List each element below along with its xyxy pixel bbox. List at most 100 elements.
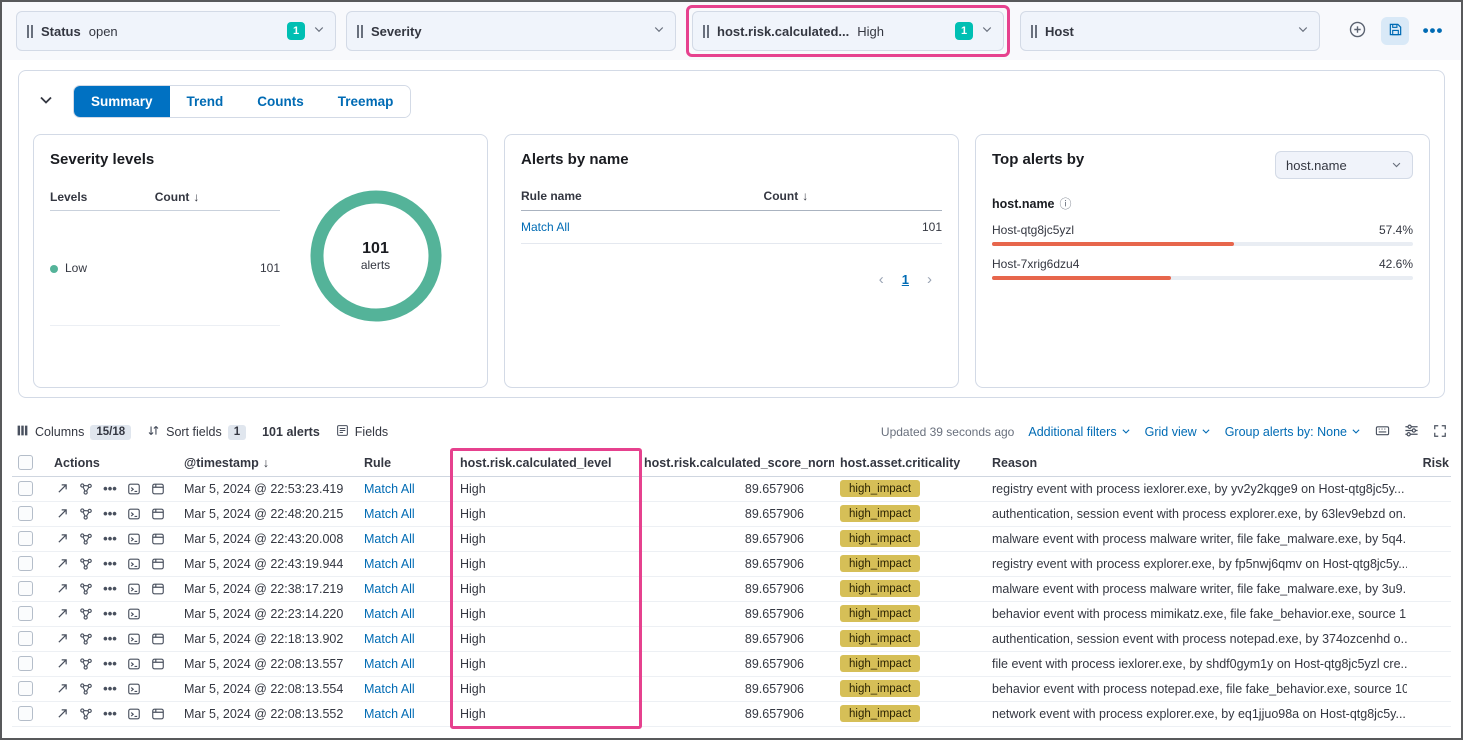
- expand-alert-icon[interactable]: [54, 656, 70, 672]
- session-view-icon[interactable]: [126, 706, 142, 722]
- analyze-graph-icon[interactable]: [78, 556, 94, 572]
- analyze-graph-icon[interactable]: [78, 531, 94, 547]
- tab-trend[interactable]: Trend: [169, 86, 241, 117]
- collapse-charts-button[interactable]: [33, 89, 59, 115]
- analyzer-icon[interactable]: [150, 581, 166, 597]
- filter-host[interactable]: Host: [1020, 11, 1320, 51]
- analyze-graph-icon[interactable]: [78, 631, 94, 647]
- page-number-button[interactable]: 1: [901, 272, 909, 287]
- column-header-risk[interactable]: Risk: [1407, 450, 1451, 477]
- analyzer-icon[interactable]: [150, 531, 166, 547]
- session-view-icon[interactable]: [126, 656, 142, 672]
- session-view-icon[interactable]: [126, 681, 142, 697]
- save-query-button[interactable]: [1381, 17, 1409, 45]
- session-view-icon[interactable]: [126, 481, 142, 497]
- analyzer-icon[interactable]: [150, 556, 166, 572]
- query-menu-button[interactable]: •••: [1419, 17, 1447, 45]
- rule-link[interactable]: Match All: [364, 556, 415, 571]
- row-checkbox[interactable]: [18, 631, 33, 647]
- additional-filters-button[interactable]: Additional filters: [1028, 425, 1130, 439]
- row-checkbox[interactable]: [18, 706, 33, 722]
- group-alerts-button[interactable]: Group alerts by: None: [1225, 425, 1361, 439]
- rule-link[interactable]: Match All: [364, 581, 415, 596]
- expand-alert-icon[interactable]: [54, 706, 70, 722]
- rule-link[interactable]: Match All: [364, 631, 415, 646]
- stack-by-select[interactable]: host.name: [1275, 151, 1413, 179]
- more-actions-icon[interactable]: •••: [103, 706, 117, 721]
- add-filter-button[interactable]: [1343, 17, 1371, 45]
- more-actions-icon[interactable]: •••: [103, 506, 117, 521]
- filter-status[interactable]: Status open 1: [16, 11, 336, 51]
- analyze-graph-icon[interactable]: [78, 681, 94, 697]
- session-view-icon[interactable]: [126, 506, 142, 522]
- filter-host-risk-level[interactable]: host.risk.calculated... High 1: [692, 11, 1004, 51]
- rule-link[interactable]: Match All: [364, 656, 415, 671]
- more-actions-icon[interactable]: •••: [103, 681, 117, 696]
- expand-alert-icon[interactable]: [54, 681, 70, 697]
- analyze-graph-icon[interactable]: [78, 581, 94, 597]
- rule-name-link[interactable]: Match All: [521, 220, 570, 234]
- row-checkbox[interactable]: [18, 681, 33, 697]
- expand-alert-icon[interactable]: [54, 531, 70, 547]
- tab-counts[interactable]: Counts: [240, 86, 321, 117]
- row-checkbox[interactable]: [18, 556, 33, 572]
- rule-link[interactable]: Match All: [364, 481, 415, 496]
- analyze-graph-icon[interactable]: [78, 506, 94, 522]
- row-checkbox[interactable]: [18, 606, 33, 622]
- rule-link[interactable]: Match All: [364, 681, 415, 696]
- info-icon[interactable]: ⓘ: [1059, 197, 1072, 211]
- expand-alert-icon[interactable]: [54, 556, 70, 572]
- rule-link[interactable]: Match All: [364, 706, 415, 721]
- more-actions-icon[interactable]: •••: [103, 581, 117, 596]
- tab-summary[interactable]: Summary: [74, 86, 170, 117]
- analyzer-icon[interactable]: [150, 706, 166, 722]
- column-header-count[interactable]: Count ↓: [763, 182, 942, 211]
- expand-alert-icon[interactable]: [54, 506, 70, 522]
- session-view-icon[interactable]: [126, 531, 142, 547]
- analyze-graph-icon[interactable]: [78, 706, 94, 722]
- more-actions-icon[interactable]: •••: [103, 631, 117, 646]
- keyboard-shortcuts-button[interactable]: [1375, 423, 1390, 441]
- expand-alert-icon[interactable]: [54, 631, 70, 647]
- select-all-checkbox[interactable]: [18, 455, 33, 471]
- fields-button[interactable]: Fields: [336, 424, 388, 440]
- row-checkbox[interactable]: [18, 531, 33, 547]
- analyzer-icon[interactable]: [150, 481, 166, 497]
- analyzer-icon[interactable]: [150, 506, 166, 522]
- row-checkbox[interactable]: [18, 656, 33, 672]
- sort-fields-button[interactable]: Sort fields 1: [147, 424, 247, 440]
- expand-alert-icon[interactable]: [54, 581, 70, 597]
- row-checkbox[interactable]: [18, 581, 33, 597]
- more-actions-icon[interactable]: •••: [103, 481, 117, 496]
- analyze-graph-icon[interactable]: [78, 606, 94, 622]
- analyzer-icon[interactable]: [150, 631, 166, 647]
- row-checkbox[interactable]: [18, 481, 33, 497]
- grid-view-button[interactable]: Grid view: [1145, 425, 1211, 439]
- filter-severity[interactable]: Severity: [346, 11, 676, 51]
- session-view-icon[interactable]: [126, 631, 142, 647]
- expand-alert-icon[interactable]: [54, 481, 70, 497]
- rule-link[interactable]: Match All: [364, 531, 415, 546]
- column-header-risk-score[interactable]: host.risk.calculated_score_norm: [638, 450, 834, 477]
- more-actions-icon[interactable]: •••: [103, 556, 117, 571]
- analyzer-icon[interactable]: [150, 656, 166, 672]
- session-view-icon[interactable]: [126, 606, 142, 622]
- next-page-icon[interactable]: ›: [927, 271, 932, 288]
- display-options-button[interactable]: [1404, 423, 1419, 441]
- more-actions-icon[interactable]: •••: [103, 606, 117, 621]
- session-view-icon[interactable]: [126, 581, 142, 597]
- expand-alert-icon[interactable]: [54, 606, 70, 622]
- columns-button[interactable]: Columns 15/18: [16, 424, 132, 440]
- column-header-criticality[interactable]: host.asset.criticality: [834, 450, 986, 477]
- rule-link[interactable]: Match All: [364, 606, 415, 621]
- more-actions-icon[interactable]: •••: [103, 656, 117, 671]
- column-header-rule[interactable]: Rule: [358, 450, 454, 477]
- column-header-count[interactable]: Count ↓: [154, 184, 280, 211]
- analyze-graph-icon[interactable]: [78, 481, 94, 497]
- analyze-graph-icon[interactable]: [78, 656, 94, 672]
- rule-link[interactable]: Match All: [364, 506, 415, 521]
- tab-treemap[interactable]: Treemap: [320, 86, 411, 117]
- column-header-timestamp[interactable]: @timestamp ↓: [178, 450, 358, 477]
- previous-page-icon[interactable]: ‹: [878, 271, 884, 288]
- row-checkbox[interactable]: [18, 506, 33, 522]
